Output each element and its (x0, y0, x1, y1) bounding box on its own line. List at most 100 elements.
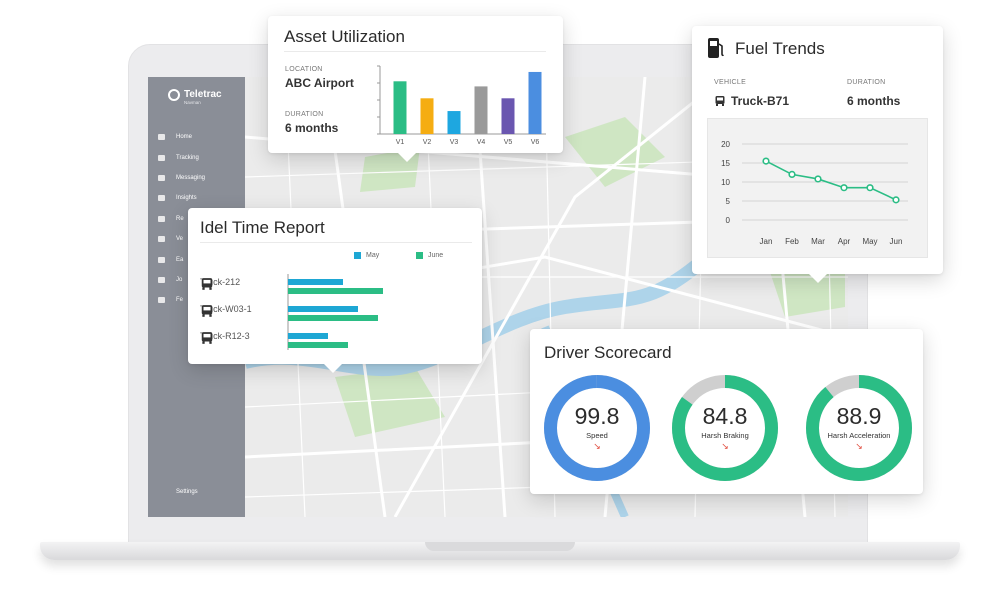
x-tick-label: V3 (450, 139, 459, 146)
divider (284, 51, 546, 52)
gauge-progress (672, 375, 778, 481)
x-tick-label: May (862, 237, 877, 246)
driver-scorecard-card: Driver Scorecard 99.8 Speed ↘ 84.8 Harsh… (530, 329, 923, 494)
home-icon (158, 134, 165, 141)
data-point (762, 157, 770, 165)
idle-bar-chart (287, 274, 383, 350)
harsh-braking-gauge: 84.8 Harsh Braking ↘ (672, 375, 778, 481)
sidebar-item-settings[interactable]: Settings (176, 489, 198, 495)
duration-label: DURATION (285, 111, 324, 118)
x-tick-label: V4 (477, 139, 486, 146)
sidebar-item-label: Ve (176, 236, 184, 243)
sidebar-item-messaging[interactable]: Messaging (158, 168, 205, 188)
gauge-progress (544, 375, 650, 481)
gauge-progress (806, 375, 912, 481)
data-point (788, 170, 796, 179)
sidebar-item-insights[interactable]: Insights (158, 188, 205, 208)
duration-value: 6 months (285, 121, 339, 135)
gauge-value: 88.9 (836, 403, 882, 429)
sidebar-item-ea[interactable]: Ea (158, 249, 205, 269)
data-point (892, 196, 900, 204)
trend-down-icon: ↘ (855, 441, 863, 451)
legend-label: June (428, 252, 444, 259)
x-tick-label: Jan (760, 237, 773, 246)
gauge-ring (672, 375, 778, 481)
y-tick-label: 20 (721, 140, 730, 149)
card-title: Asset Utilization (284, 27, 405, 46)
truck-row: Truck-212 (200, 277, 240, 290)
x-tick-label: Apr (838, 237, 851, 246)
vehicles-icon (158, 236, 165, 243)
x-tick-label: V6 (531, 139, 540, 146)
x-tick-label: V2 (423, 139, 432, 146)
legend-swatch (416, 252, 423, 259)
truck-icon (201, 278, 213, 290)
bar-v3 (447, 111, 461, 134)
sidebar-nav: Home Tracking Messaging Insights Re Ve E… (158, 127, 205, 311)
bar-may (288, 306, 358, 312)
location-label: LOCATION (285, 66, 323, 73)
y-tick-label: 10 (721, 178, 730, 187)
harsh-acceleration-gauge: 88.9 Harsh Acceleration ↘ (806, 375, 912, 481)
messaging-icon (158, 174, 165, 181)
bar-v2 (420, 98, 434, 134)
gauge-ring (806, 375, 912, 481)
sidebar-item-fe[interactable]: Fe (158, 290, 205, 310)
reports-icon (158, 215, 165, 222)
asset-bar-chart: V1 V2 V3 V4 V5 V6 (377, 65, 546, 146)
sidebar-item-reports[interactable]: Re (158, 209, 205, 229)
data-point (866, 184, 874, 192)
bar-v6 (528, 71, 542, 134)
bar-june (288, 288, 383, 294)
sidebar-item-label: Jo (176, 276, 183, 283)
gauge-ring (544, 375, 650, 481)
legend-item-june: June (416, 252, 443, 259)
x-tick-label: Jun (890, 237, 903, 246)
fuel-chart-area: 0 5 10 15 20 Jan Feb Mar Apr May Jun (707, 118, 928, 258)
gauge-label: Harsh Acceleration (827, 431, 891, 440)
duration-label: DURATION (847, 79, 886, 86)
legend-label: May (366, 252, 380, 259)
laptop-notch (425, 542, 575, 551)
truck-label: Truck-W03-1 (200, 304, 252, 314)
laptop-base (40, 542, 960, 560)
fuel-line-chart: 0 5 10 15 20 Jan Feb Mar Apr May Jun (721, 140, 908, 246)
duration-value: 6 months (847, 94, 901, 108)
bar-june (288, 342, 348, 348)
sidebar-item-label: Insights (176, 195, 197, 202)
wifi-icon (158, 297, 165, 304)
x-tick-label: Mar (811, 237, 825, 246)
legend-swatch (354, 252, 361, 259)
sidebar-item-tracking[interactable]: Tracking (158, 147, 205, 167)
sidebar-item-vehicles[interactable]: Ve (158, 229, 205, 249)
sidebar-item-label: Home (176, 134, 193, 141)
trend-down-icon: ↘ (593, 441, 601, 451)
truck-icon (201, 305, 213, 317)
vehicle-label: VEHICLE (714, 79, 747, 86)
card-title: Idel Time Report (200, 218, 325, 237)
vehicle-name: Truck-B71 (731, 94, 790, 108)
bar-v5 (501, 98, 515, 134)
brand-name: Teletrac (184, 89, 222, 100)
sidebar-item-label: Ea (176, 256, 184, 263)
bus-icon (715, 96, 725, 106)
callout-pointer (398, 153, 416, 162)
card-title: Driver Scorecard (544, 343, 672, 362)
sidebar-item-label: Fe (176, 297, 184, 304)
vehicle-value: Truck-B71 (714, 94, 789, 108)
sidebar-item-label: Re (176, 215, 184, 222)
bar-may (288, 333, 328, 339)
truck-row: Truck-W03-1 (200, 304, 252, 317)
speed-gauge: 99.8 Speed ↘ (544, 375, 650, 481)
sidebar-item-label: Messaging (176, 174, 206, 181)
trend-down-icon: ↘ (721, 441, 729, 451)
gauge-label: Speed (586, 431, 608, 440)
y-tick-label: 0 (726, 216, 731, 225)
list-icon (158, 256, 165, 263)
brand-subtitle: Navman (184, 100, 201, 105)
bar-june (288, 315, 378, 321)
sidebar-item-jobs[interactable]: Jo (158, 270, 205, 290)
sidebar-item-home[interactable]: Home (158, 127, 205, 147)
gauge-value: 84.8 (702, 403, 748, 429)
fuel-pump-icon (708, 38, 724, 58)
